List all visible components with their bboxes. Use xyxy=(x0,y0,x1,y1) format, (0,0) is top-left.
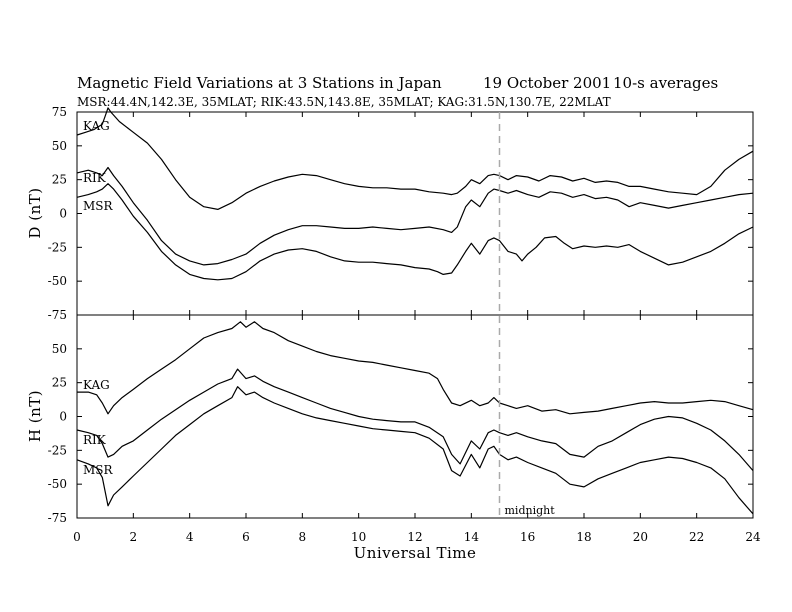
series-label-kag: KAG xyxy=(83,378,110,392)
panel-h: 50 25 0 -25 -50 -75 KAG RIK MSR xyxy=(48,315,754,525)
x-tick-label: 24 xyxy=(745,530,761,544)
series-label-msr: MSR xyxy=(83,199,114,213)
h-axis-label: H (nT) xyxy=(26,390,44,442)
y-tick-label: 0 xyxy=(59,410,67,424)
series-line-rik-h xyxy=(76,368,754,471)
x-axis-label: Universal Time xyxy=(354,544,477,562)
y-tick-label: -75 xyxy=(48,308,67,322)
x-tick-label: 22 xyxy=(689,530,704,544)
series-label-msr: MSR xyxy=(83,463,114,477)
x-tick-label: 16 xyxy=(520,530,535,544)
series-label-rik: RIK xyxy=(83,171,107,185)
x-tick-label: 0 xyxy=(73,530,81,544)
series-line-rik-d xyxy=(76,166,754,266)
stations-line: MSR:44.4N,142.3E, 35MLAT; RIK:43.5N,143.… xyxy=(77,95,611,109)
series-line-kag-h xyxy=(77,321,754,415)
chart-date: 19 October 2001 xyxy=(483,74,611,92)
y-tick-label: 50 xyxy=(52,342,67,356)
series-line-kag-d xyxy=(76,107,754,210)
y-tick-label: 25 xyxy=(52,376,67,390)
x-tick-label: 20 xyxy=(633,530,648,544)
x-tick-label: 12 xyxy=(407,530,422,544)
x-tick-label: 4 xyxy=(186,530,194,544)
y-tick-label: 50 xyxy=(52,139,67,153)
y-tick-label: -25 xyxy=(48,443,67,457)
y-tick-label: -75 xyxy=(48,511,67,525)
midnight-label: midnight xyxy=(505,504,556,517)
chart-averaging: 10-s averages xyxy=(613,74,718,92)
x-tick-label: 6 xyxy=(242,530,250,544)
series-line-msr-d xyxy=(76,183,754,281)
y-tick-label: 75 xyxy=(52,105,67,119)
y-tick-label: -50 xyxy=(48,477,67,491)
y-tick-label: 0 xyxy=(59,207,67,221)
series-label-kag: KAG xyxy=(83,119,110,133)
x-tick-label: 8 xyxy=(299,530,307,544)
x-tick-label: 18 xyxy=(576,530,591,544)
series-line-msr-h xyxy=(76,386,754,515)
y-tick-label: 25 xyxy=(52,173,67,187)
x-tick-label: 10 xyxy=(351,530,366,544)
y-tick-label: -50 xyxy=(48,274,67,288)
d-axis-label: D (nT) xyxy=(26,187,44,238)
x-axis: 0 2 4 6 8 10 12 14 16 18 20 22 24 xyxy=(73,530,761,544)
panel-d: 75 50 25 0 -25 -50 -75 KAG RIK MSR xyxy=(48,105,754,322)
y-tick-label: -25 xyxy=(48,240,67,254)
x-tick-label: 2 xyxy=(130,530,138,544)
chart-title: Magnetic Field Variations at 3 Stations … xyxy=(77,74,442,92)
series-label-rik: RIK xyxy=(83,433,107,447)
x-tick-label: 14 xyxy=(464,530,480,544)
